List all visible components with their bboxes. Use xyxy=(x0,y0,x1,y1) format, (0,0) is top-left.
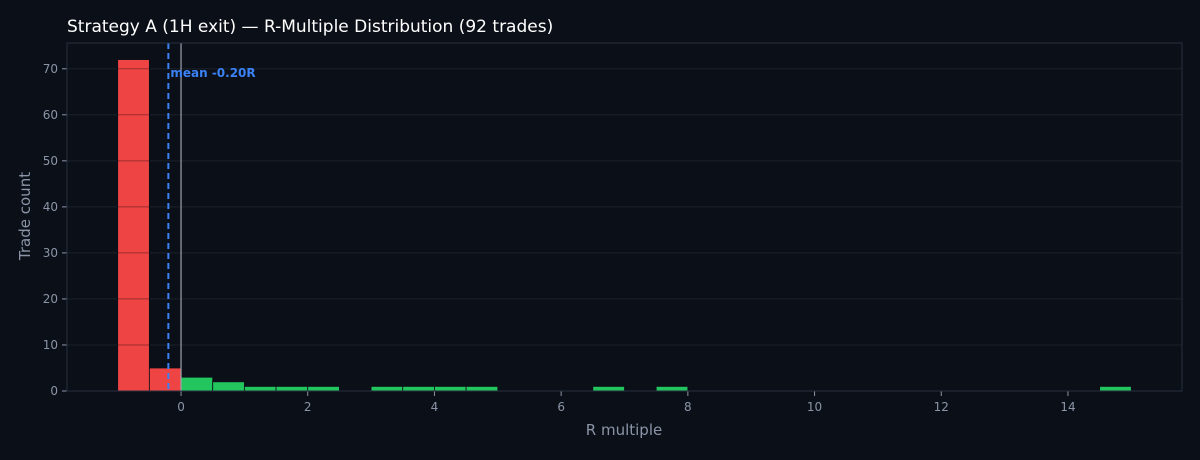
y-tick-label: 20 xyxy=(43,292,58,306)
plot-frame xyxy=(66,42,1183,392)
histogram-bar xyxy=(243,385,277,392)
histogram-bar xyxy=(1099,385,1132,392)
histogram-bar xyxy=(402,385,435,392)
histogram-bar xyxy=(117,59,150,392)
mean-label: mean -0.20R xyxy=(170,66,255,80)
x-tick-label: 4 xyxy=(431,400,439,414)
x-tick-label: 8 xyxy=(684,400,692,414)
axis-layer: 0 10 20 30 40 50 60 70 0 2 4 6 8 10 12 14 xyxy=(43,42,1183,414)
x-tick-label: 6 xyxy=(557,400,565,414)
histogram-bar xyxy=(370,385,404,392)
histogram-bar xyxy=(275,385,309,392)
reference-layer: mean -0.20R xyxy=(167,43,256,391)
y-tick-label: 50 xyxy=(43,154,58,168)
x-axis-label: R multiple xyxy=(586,421,662,439)
histogram-bar xyxy=(592,385,625,392)
histogram-bar xyxy=(212,381,245,392)
x-tick-label: 14 xyxy=(1060,400,1075,414)
y-tick-label: 0 xyxy=(50,384,58,398)
y-axis-label: Trade count xyxy=(16,172,34,261)
x-tick-label: 0 xyxy=(177,400,185,414)
y-tick-label: 30 xyxy=(43,246,58,260)
x-tick-label: 2 xyxy=(304,400,312,414)
histogram-bar xyxy=(465,385,499,392)
y-tick-label: 40 xyxy=(43,200,58,214)
x-tick-label: 12 xyxy=(934,400,949,414)
histogram-bar xyxy=(434,385,467,392)
chart-title: Strategy A (1H exit) — R-Multiple Distri… xyxy=(67,17,553,37)
x-tick-label: 10 xyxy=(807,400,822,414)
y-tick-label: 60 xyxy=(43,108,58,122)
y-tick-label: 70 xyxy=(43,62,58,76)
histogram-bar xyxy=(148,367,182,392)
y-tick-label: 10 xyxy=(43,338,58,352)
histogram-bar xyxy=(307,385,340,392)
histogram-bar xyxy=(655,385,689,392)
histogram-bar xyxy=(180,376,214,392)
